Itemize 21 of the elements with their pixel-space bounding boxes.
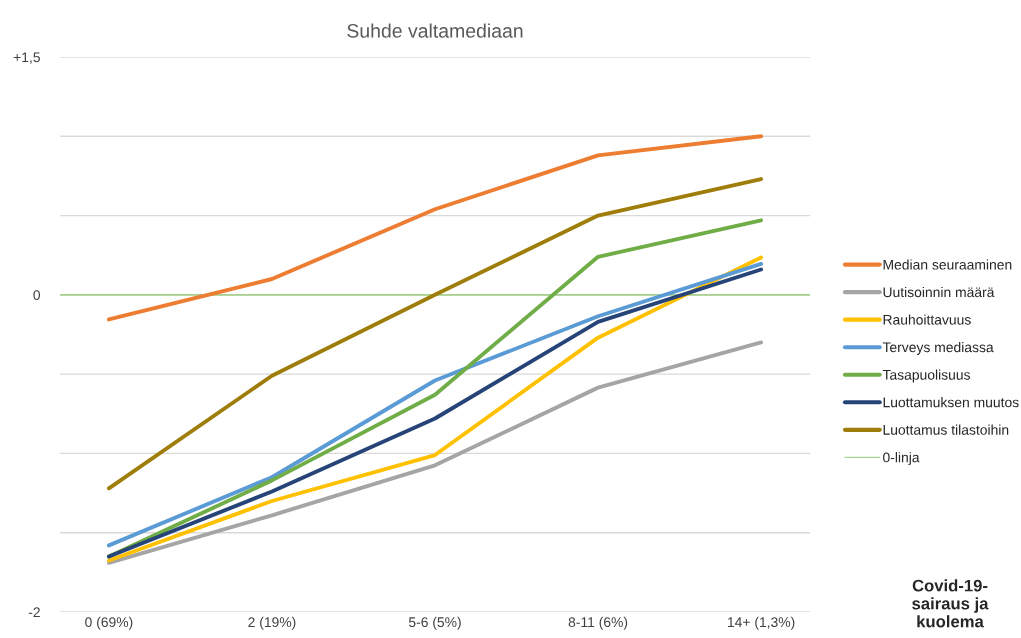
x-tick-label: 2 (19%) bbox=[248, 616, 296, 630]
legend-label: Luottamuksen muutos bbox=[883, 397, 1019, 408]
line-series bbox=[106, 340, 764, 565]
text: Covid-19- sairaus ja kuolema bbox=[912, 579, 989, 628]
chart-title: Suhde valtamediaan bbox=[347, 23, 523, 38]
legend-label: Terveys mediassa bbox=[882, 342, 994, 355]
legend-label: 0-linja bbox=[883, 452, 920, 466]
legend-label: Median seuraaminen bbox=[883, 259, 1012, 270]
x-tick-label: 0 (69%) bbox=[85, 616, 133, 630]
y-tick-label: +1,5 bbox=[13, 52, 40, 64]
legend-label: Tasapuolisuus bbox=[882, 369, 971, 383]
legend-label: Rauhoittavuus bbox=[883, 314, 971, 325]
y-tick-label: -2 bbox=[28, 607, 40, 618]
legend-label: Luottamus tilastoihin bbox=[883, 424, 1009, 435]
x-tick-label: 8-11 (6%) bbox=[568, 616, 628, 630]
line-series bbox=[106, 177, 764, 491]
y-tick-label: 0 bbox=[33, 290, 41, 301]
line-series bbox=[106, 134, 764, 322]
x-tick-label: 5-6 (5%) bbox=[408, 616, 461, 630]
x-tick-label: 14+ (1,3%) bbox=[727, 616, 795, 630]
legend-label: Uutisoinnin määrä bbox=[883, 286, 995, 298]
